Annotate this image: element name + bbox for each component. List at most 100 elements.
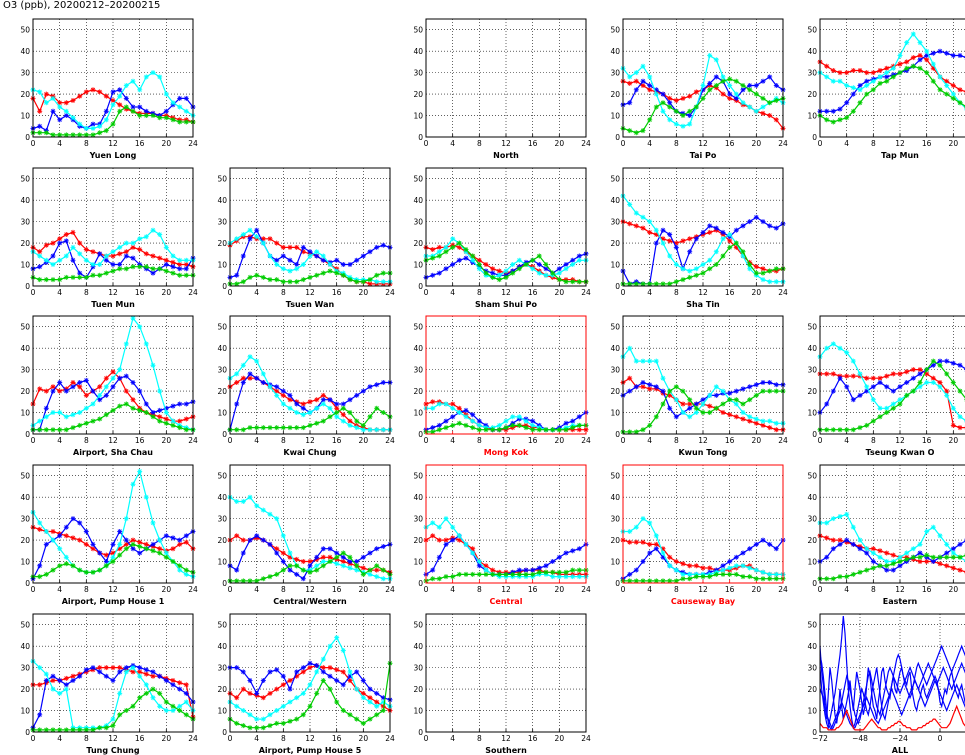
- data-point: [443, 401, 449, 407]
- x-tick-label: 16: [725, 585, 735, 594]
- data-point: [307, 253, 313, 259]
- data-point: [957, 362, 963, 368]
- data-point: [97, 123, 103, 129]
- data-point: [747, 414, 753, 420]
- data-point: [707, 229, 713, 235]
- data-point: [476, 257, 482, 263]
- y-tick-label: 10: [807, 707, 817, 716]
- data-point: [864, 91, 870, 97]
- data-point: [43, 277, 49, 283]
- data-point: [824, 535, 830, 541]
- x-tick-label: 24: [385, 734, 395, 743]
- data-point: [240, 362, 246, 368]
- data-point: [556, 427, 562, 433]
- data-point: [234, 703, 240, 709]
- y-tick-label: 20: [413, 387, 423, 396]
- data-point: [556, 266, 562, 272]
- data-point: [864, 546, 870, 552]
- data-point: [110, 723, 116, 729]
- y-tick-label: 10: [20, 261, 30, 270]
- data-point: [300, 690, 306, 696]
- data-point: [877, 74, 883, 80]
- data-point: [374, 405, 380, 411]
- x-tick-label: 8: [84, 139, 89, 148]
- y-tick-label: 10: [807, 112, 817, 121]
- data-point: [687, 571, 693, 577]
- data-point: [274, 686, 280, 692]
- data-point: [733, 414, 739, 420]
- x-tick-label: 20: [359, 288, 369, 297]
- data-point: [753, 420, 759, 426]
- y-tick-label: 50: [610, 175, 620, 184]
- data-point: [354, 425, 360, 431]
- data-point: [930, 554, 936, 560]
- data-point: [340, 401, 346, 407]
- data-point: [563, 266, 569, 272]
- data-point: [483, 563, 489, 569]
- data-point: [367, 249, 373, 255]
- data-point: [83, 529, 89, 534]
- data-point: [700, 95, 706, 101]
- station-label: Airport, Sha Chau: [73, 448, 153, 457]
- x-tick-label: 16: [332, 436, 342, 445]
- data-point: [523, 425, 529, 431]
- x-tick-label: 8: [84, 585, 89, 594]
- y-tick-label: 50: [610, 26, 620, 35]
- data-point: [50, 673, 56, 679]
- data-point: [667, 253, 673, 259]
- data-point: [280, 279, 286, 285]
- data-point: [340, 412, 346, 418]
- data-point: [90, 125, 96, 131]
- x-tick-label: 24: [778, 288, 788, 297]
- x-tick-label: 4: [450, 436, 455, 445]
- data-point: [63, 253, 69, 259]
- data-point: [510, 262, 516, 267]
- data-point: [123, 83, 129, 88]
- x-tick-label: 12: [698, 288, 708, 297]
- y-tick-label: 50: [20, 472, 30, 481]
- data-point: [890, 561, 896, 567]
- data-point: [753, 567, 759, 573]
- y-tick-label: 30: [20, 366, 30, 375]
- data-point: [924, 559, 930, 564]
- data-point: [327, 546, 333, 552]
- data-point: [570, 257, 576, 263]
- y-tick-label: 50: [20, 26, 30, 35]
- data-point: [944, 392, 950, 398]
- y-tick-label: 10: [20, 707, 30, 716]
- data-point: [103, 108, 109, 114]
- data-point: [957, 414, 963, 420]
- data-point: [660, 227, 666, 233]
- data-point: [450, 244, 456, 250]
- data-point: [693, 401, 699, 407]
- data-point: [240, 550, 246, 556]
- data-point: [463, 255, 469, 261]
- station-label: Sha Tin: [686, 300, 720, 309]
- data-point: [897, 371, 903, 377]
- data-point: [260, 678, 266, 683]
- data-point: [367, 427, 373, 433]
- data-point: [543, 569, 549, 575]
- y-tick-label: 40: [413, 493, 423, 502]
- data-point: [37, 123, 43, 129]
- data-point: [177, 680, 183, 686]
- data-point: [274, 708, 280, 713]
- data-point: [234, 236, 240, 242]
- data-point: [367, 716, 373, 722]
- data-point: [327, 673, 333, 679]
- data-point: [374, 272, 380, 278]
- data-point: [897, 554, 903, 560]
- data-point: [97, 392, 103, 398]
- data-point: [163, 420, 169, 426]
- x-tick-label: 20: [162, 139, 172, 148]
- data-point: [163, 708, 169, 713]
- data-point: [830, 388, 836, 394]
- plot-frame: [425, 167, 587, 287]
- data-point: [327, 414, 333, 420]
- y-tick-label: 0: [222, 579, 227, 588]
- data-point: [123, 253, 129, 259]
- y-tick-label: 10: [20, 112, 30, 121]
